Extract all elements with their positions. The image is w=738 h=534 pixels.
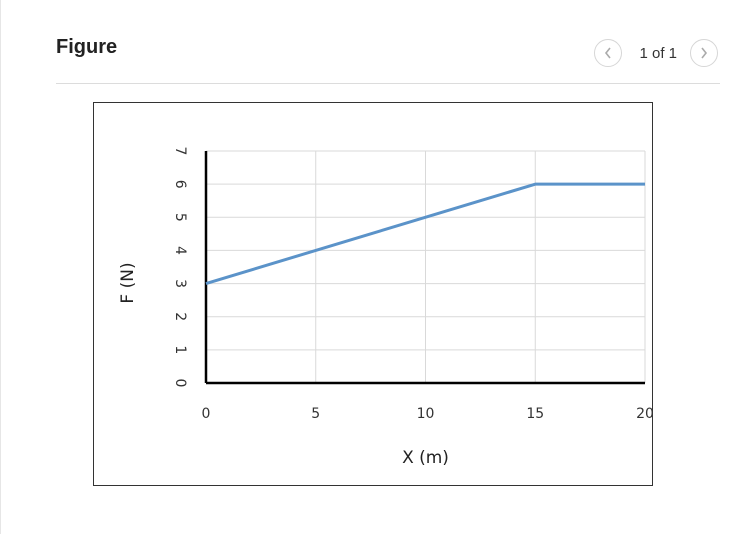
prev-figure-button[interactable]: [594, 39, 623, 67]
chart: 0 1 2 3 4 5 6 7 0 5 10 15 20 X (m) F (N): [118, 147, 652, 468]
x-tick-label-1: 5: [311, 406, 320, 422]
y-tick-label-7: 7: [172, 147, 188, 156]
next-figure-button[interactable]: [690, 39, 718, 67]
header-divider: [56, 83, 720, 84]
axes: [204, 151, 645, 385]
left-border: [0, 0, 1, 534]
page-indicator: 1 of 1: [639, 44, 677, 62]
y-tick-label-5: 5: [172, 213, 188, 222]
y-tick-label-3: 3: [172, 279, 188, 288]
y-tick-label-6: 6: [172, 180, 188, 189]
y-tick-label-4: 4: [172, 246, 188, 255]
figure-frame: 0 1 2 3 4 5 6 7 0 5 10 15 20 X (m) F (N): [93, 102, 653, 486]
y-axis-label: F (N): [118, 262, 138, 303]
figure-pager: 1 of 1: [594, 37, 718, 69]
x-tick-label-4: 20: [636, 406, 652, 422]
series-line-0: [205, 182, 645, 286]
y-tick-labels: 0 1 2 3 4 5 6 7: [172, 147, 188, 388]
chevron-left-icon: [605, 47, 612, 59]
x-tick-label-2: 10: [417, 406, 435, 422]
y-tick-label-0: 0: [172, 379, 188, 388]
x-tick-label-3: 15: [526, 406, 544, 422]
figure-title: Figure: [56, 36, 118, 58]
x-axis-label: X (m): [402, 448, 449, 468]
chevron-right-icon: [701, 47, 708, 59]
gridlines: [206, 150, 646, 383]
y-tick-label-2: 2: [172, 312, 188, 321]
x-tick-labels: 0 5 10 15 20: [202, 406, 652, 422]
y-tick-label-1: 1: [172, 345, 188, 354]
series: [205, 182, 645, 286]
x-tick-label-0: 0: [202, 406, 211, 422]
